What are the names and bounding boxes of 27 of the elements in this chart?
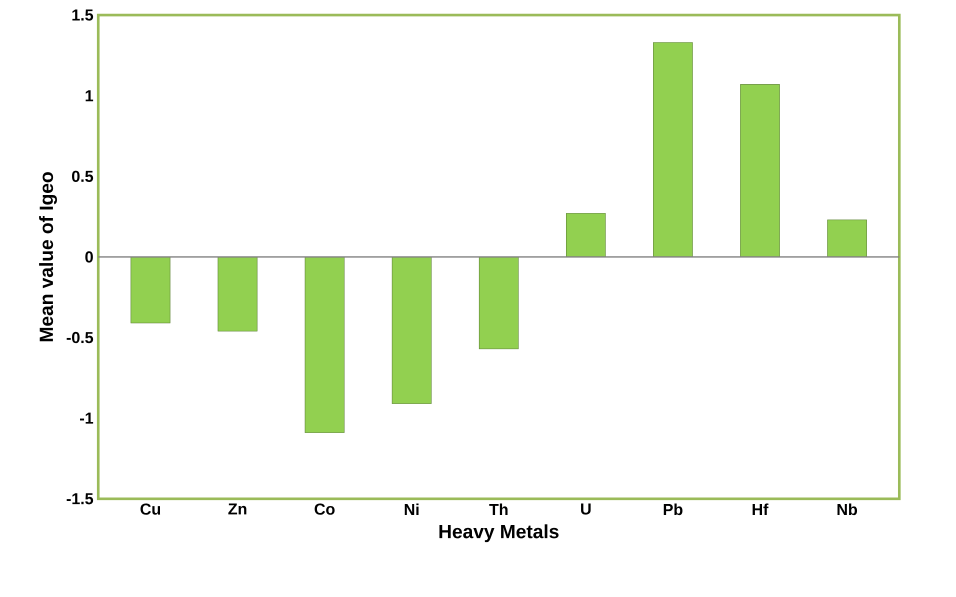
x-tick-label: U — [581, 503, 591, 515]
bar — [827, 220, 867, 258]
bar — [130, 256, 170, 324]
x-tick-label: Co — [314, 503, 335, 515]
bar — [478, 256, 519, 350]
y-tick-label: -1.5 — [66, 493, 94, 504]
y-tick-label: -0.5 — [66, 332, 94, 344]
x-tick-label: Th — [489, 503, 508, 516]
x-tick-label: Cu — [140, 503, 160, 515]
bar — [218, 256, 258, 332]
bar — [392, 256, 432, 404]
bar — [740, 84, 780, 258]
x-tick-label: Zn — [228, 503, 246, 514]
bar — [653, 42, 693, 258]
bar — [304, 256, 344, 433]
x-axis-title: Heavy Metals — [439, 524, 559, 542]
x-tick-label: Hf — [752, 503, 768, 516]
y-tick-label: 0.5 — [72, 170, 94, 182]
x-tick-label: Ni — [404, 503, 419, 516]
y-tick-label: -1 — [80, 412, 94, 424]
x-tick-label: Nb — [838, 503, 858, 516]
y-tick-label: 1.5 — [72, 10, 94, 21]
x-tick-label: Pb — [664, 503, 682, 516]
bar — [566, 213, 606, 258]
y-tick-label: 1 — [86, 90, 94, 102]
y-tick-label: 0 — [85, 251, 93, 263]
y-axis-title: Mean value of Igeo — [39, 172, 57, 342]
